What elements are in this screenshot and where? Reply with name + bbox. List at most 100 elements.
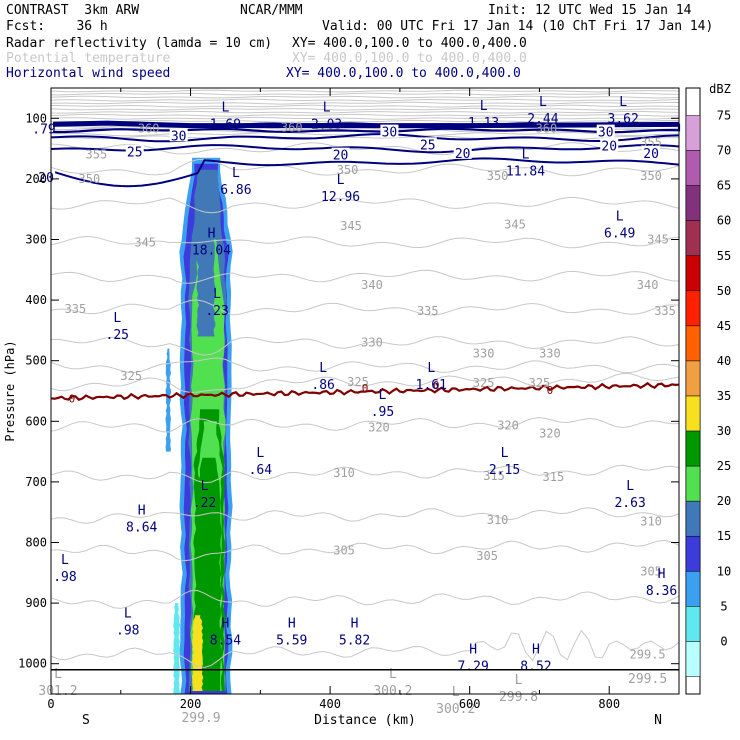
wind-label-bg [418, 137, 437, 151]
colorbar-swatch [685, 220, 701, 257]
extremum-type: L [319, 361, 327, 376]
wind-label: 20 [643, 147, 659, 162]
forecast-hour: Fcst: 36 h [6, 19, 108, 34]
theta-label: 345 [504, 217, 526, 231]
extremum-type: L [616, 209, 624, 224]
theta-contour [50, 357, 680, 374]
y-tick-label: 900 [25, 596, 47, 610]
theta-label: 335 [417, 304, 439, 318]
theta-label: 325 [120, 369, 142, 383]
y-tick-label: 700 [25, 475, 47, 489]
colorbar-label: 20 [717, 494, 731, 508]
y-tick-label: 100 [25, 111, 47, 125]
wind-label: .79 [32, 123, 55, 138]
theta-contour-upper [50, 95, 680, 99]
colorbar-swatch [685, 325, 701, 362]
field-name-wind: Horizontal wind speed [6, 66, 171, 81]
extremum-type: L [480, 99, 488, 114]
colorbar-swatch [685, 115, 701, 151]
extremum-value: 2.15 [489, 463, 520, 478]
field-name-reflectivity: Radar reflectivity (lamda = 10 cm) [6, 36, 273, 51]
zero-label: 0 [547, 384, 554, 397]
theta-label: 320 [497, 419, 519, 433]
wind-contour-30 [50, 133, 680, 143]
zero-label: 0 [69, 392, 76, 405]
extremum-value: 8.36 [646, 584, 677, 599]
zero-label: 0 [362, 382, 369, 395]
colorbar-label: 55 [717, 249, 731, 263]
extremum-type: L [232, 166, 240, 181]
echo-20dbz-upper [196, 197, 216, 337]
colorbar-swatch [685, 395, 701, 432]
theta-contour [50, 629, 680, 669]
theta-contour-upper [50, 89, 680, 93]
x-tick-label: 800 [598, 697, 620, 711]
wind-label: 20 [38, 171, 54, 186]
extremum-value: 2.63 [614, 496, 645, 511]
theta-label: 305 [476, 549, 498, 563]
theta-label: 350 [640, 169, 662, 183]
theta-contour [50, 158, 680, 177]
x-tick-label: 0 [47, 697, 54, 711]
theta-label: 345 [340, 219, 362, 233]
y-axis-title: Pressure (hPa) [3, 340, 17, 441]
extremum-type: L [389, 667, 397, 682]
colorbar-swatch [685, 255, 701, 292]
extremum-value: 7.29 [457, 660, 488, 675]
theta-label: 315 [483, 469, 505, 483]
wind-label: 30 [171, 129, 187, 144]
theta-contour [50, 336, 680, 356]
theta-label: 299.5 [630, 648, 666, 662]
theta-contour-upper [50, 101, 680, 105]
theta-contour [50, 464, 680, 484]
extremum-value: 1.13 [468, 116, 499, 131]
theta-label: 345 [647, 233, 669, 247]
theta-label: 330 [539, 346, 561, 360]
extremum-type: L [522, 148, 530, 163]
extremum-value: 1.61 [416, 378, 447, 393]
extremum-type: L [213, 287, 221, 302]
theta-label: 315 [543, 470, 565, 484]
theta-label: 310 [640, 514, 662, 528]
theta-label: 330 [473, 346, 495, 360]
extremum-type: L [501, 446, 509, 461]
colorbar-label: 35 [717, 389, 731, 403]
field-name-theta: Potential temperature [6, 51, 171, 66]
y-tick-label: 600 [25, 414, 47, 428]
zero-label: 0 [433, 379, 440, 392]
extremum-value: .98 [116, 623, 139, 638]
echo-35dbz [192, 615, 204, 691]
y-tick-label: 400 [25, 293, 47, 307]
extremum-value: .98 [53, 570, 76, 585]
theta-label: 345 [134, 236, 156, 250]
extremum-value: .25 [106, 328, 129, 343]
zero-contour [50, 381, 680, 401]
colorbar-swatch [685, 500, 701, 537]
wind-contour-25 [50, 143, 680, 154]
colorbar-label: 25 [717, 459, 731, 473]
extremum-value: 300.2 [373, 684, 412, 699]
colorbar-unit: dBZ [709, 82, 731, 96]
extremum-type: L [124, 606, 132, 621]
field-xy-reflectivity: XY= 400.0,100.0 to 400.0,400.0 [292, 36, 527, 51]
reflectivity-field [165, 157, 233, 695]
extremum-type: L [379, 388, 387, 403]
wind-label-bg [331, 147, 350, 161]
theta-contour-upper [50, 110, 680, 114]
extremum-value: 299.9 [181, 711, 220, 726]
valid-time: Valid: 00 UTC Fri 17 Jan 14 (10 ChT Fri … [322, 19, 714, 34]
x-end-label-right: N [654, 713, 662, 728]
wind-label-bg [642, 145, 661, 159]
wind-label-bg [125, 144, 144, 158]
extremum-value: 300.2 [436, 702, 475, 717]
wind-label-bg [169, 128, 188, 142]
wind-label-bg [600, 138, 619, 152]
theta-contour-upper [51, 104, 680, 108]
theta-label: 350 [487, 169, 509, 183]
extremum-type: H [222, 617, 230, 632]
colorbar-label: 40 [717, 354, 731, 368]
extremum-value: 11.84 [506, 165, 545, 180]
colorbar-label: 5 [720, 599, 727, 613]
field-xy-theta: XY= 400.0,100.0 to 400.0,400.0 [292, 51, 527, 66]
extremum-type: L [619, 95, 627, 110]
